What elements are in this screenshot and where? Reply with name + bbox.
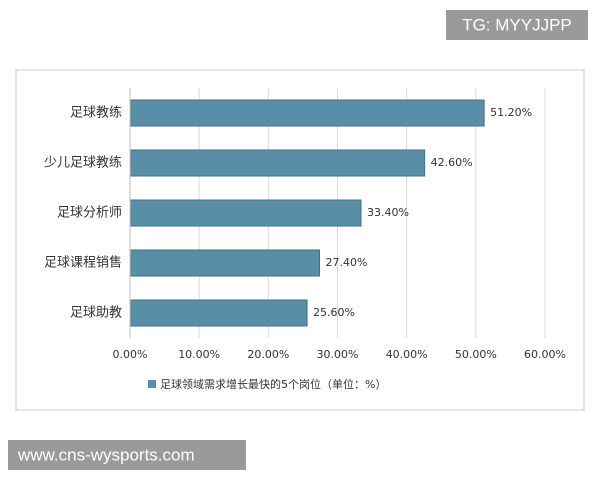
watermark: www.cns-wysports.com: [17, 445, 195, 464]
x-tick-label: 0.00%: [113, 348, 148, 361]
x-tick-label: 10.00%: [178, 348, 220, 361]
data-label: 51.20%: [490, 106, 532, 119]
data-label: 27.40%: [326, 256, 368, 269]
x-tick-label: 30.00%: [317, 348, 359, 361]
y-tick-label: 足球助教: [70, 305, 122, 321]
watermark: TG: MYYJJPP: [462, 15, 572, 34]
watermark-box: [446, 10, 588, 40]
bar: [129, 99, 485, 127]
bar: [129, 199, 362, 227]
x-tick-label: 40.00%: [386, 348, 428, 361]
bar: [129, 299, 308, 327]
x-tick-label: 50.00%: [455, 348, 497, 361]
legend-swatch: [148, 380, 156, 388]
x-tick-label: 60.00%: [524, 348, 566, 361]
bar: [129, 249, 321, 277]
data-label: 33.40%: [367, 206, 409, 219]
data-label: 42.60%: [431, 156, 473, 169]
x-tick-label: 20.00%: [247, 348, 289, 361]
data-label: 25.60%: [313, 306, 355, 319]
watermark-box: [8, 440, 246, 470]
chart-frame: [15, 69, 585, 411]
legend-label: 足球领域需求增长最快的5个岗位（单位：%）: [160, 377, 386, 391]
y-tick-label: 足球分析师: [57, 206, 122, 221]
y-tick-label: 少儿足球教练: [44, 155, 122, 171]
y-tick-label: 足球课程销售: [44, 255, 122, 271]
bar: [129, 149, 426, 177]
y-tick-label: 足球教练: [70, 105, 122, 121]
